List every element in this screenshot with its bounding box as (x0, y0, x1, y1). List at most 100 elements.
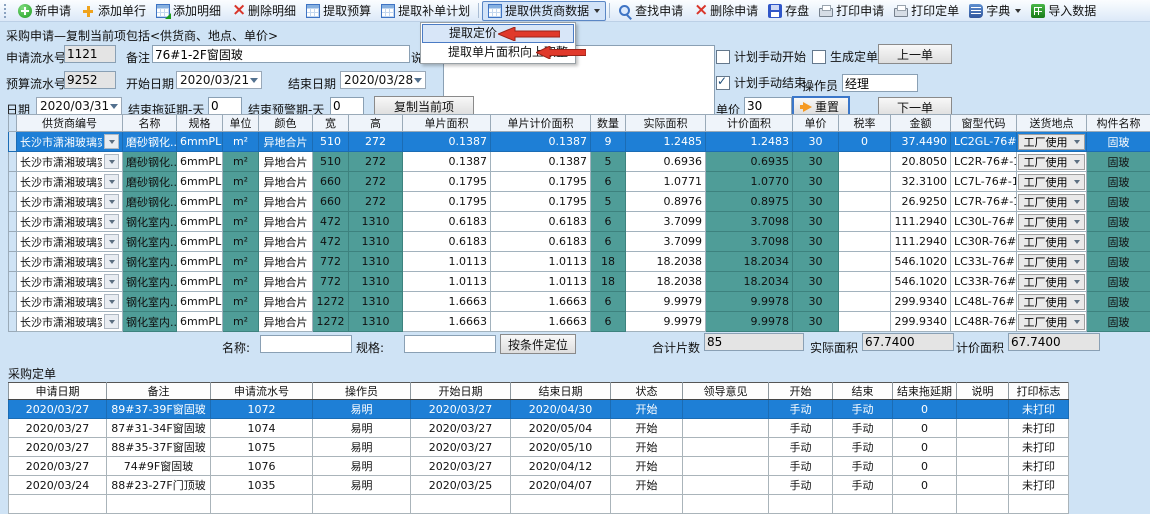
order-cell: 89#37-39F窗固玻 (107, 400, 211, 419)
delivery-location-combo[interactable]: 工厂使用 (1017, 152, 1087, 172)
delivery-location-combo[interactable]: 工厂使用 (1017, 132, 1087, 152)
toolbar-button-extract-budget[interactable]: 提取预算 (301, 1, 376, 21)
generate-order-checkbox[interactable]: 生成定单 (812, 48, 878, 65)
toolbar-button-dictionary[interactable]: 字典 (964, 1, 1026, 21)
row-selector[interactable] (9, 292, 17, 312)
delivery-location-combo[interactable]: 工厂使用 (1017, 312, 1087, 332)
detail-cell: LC33R-76#... (951, 272, 1017, 292)
toolbar-button-import-data[interactable]: 导入数据 (1026, 1, 1101, 21)
toolbar-button-add-detail[interactable]: 添加明细 (151, 1, 226, 21)
row-selector[interactable] (9, 252, 17, 272)
detail-cell: 1.6663 (403, 312, 491, 332)
start-date-combo[interactable]: 2020/03/21 (176, 71, 262, 89)
row-selector[interactable] (9, 272, 17, 292)
copy-current-button[interactable]: 复制当前项 (374, 96, 474, 116)
detail-row[interactable]: 长沙市潇湘玻璃实...磨砂钢化...6mmPLE...m²异地合片5102720… (9, 152, 1150, 172)
supplier-combo[interactable]: 长沙市潇湘玻璃实... (17, 252, 123, 272)
detail-row[interactable]: 长沙市潇湘玻璃实...钢化室内...6mmPLE...m²异地合片7721310… (9, 252, 1150, 272)
supplier-combo[interactable]: 长沙市潇湘玻璃实... (17, 132, 123, 152)
delivery-location-combo[interactable]: 工厂使用 (1017, 172, 1087, 192)
toolbar-button-print-request[interactable]: 打印申请 (814, 1, 889, 21)
detail-cell: 6 (591, 212, 626, 232)
unit-price-field[interactable] (744, 97, 792, 115)
detail-row[interactable]: 长沙市潇湘玻璃实...磨砂钢化...6mmPLE...m²异地合片6602720… (9, 172, 1150, 192)
row-selector[interactable] (9, 172, 17, 192)
supplier-name: 长沙市潇湘玻璃实... (20, 134, 102, 150)
end-delay-field[interactable] (208, 97, 242, 115)
column-header: 结束日期 (511, 383, 611, 400)
toolbar-button-extract-supplement-plan[interactable]: 提取补单计划 (376, 1, 475, 21)
delivery-location-combo[interactable]: 工厂使用 (1017, 292, 1087, 312)
chevron-down-icon (104, 194, 119, 209)
end-warn-field[interactable] (330, 97, 364, 115)
supplier-name: 长沙市潇湘玻璃实... (20, 214, 102, 230)
locate-by-condition-button[interactable]: 按条件定位 (500, 334, 576, 354)
budget-no-field[interactable] (64, 71, 116, 89)
detail-cell: 6mmPLE... (177, 312, 223, 332)
row-selector[interactable] (9, 232, 17, 252)
row-selector[interactable] (9, 132, 17, 152)
supplier-combo[interactable]: 长沙市潇湘玻璃实... (17, 152, 123, 172)
manual-start-checkbox[interactable]: 计划手动开始 (716, 48, 806, 65)
detail-cell: 30 (793, 192, 839, 212)
previous-order-button[interactable]: 上一单 (878, 44, 952, 64)
toolbar-button-extract-supplier-data[interactable]: 提取供货商数据 (482, 1, 606, 21)
detail-cell: 0.1795 (491, 172, 591, 192)
detail-cell: 472 (313, 212, 349, 232)
toolbar-button-delete-detail[interactable]: 删除明细 (226, 1, 301, 21)
operator-field[interactable] (842, 74, 918, 92)
filter-name-input[interactable] (260, 335, 352, 353)
add-row-icon (81, 4, 95, 18)
supplier-combo[interactable]: 长沙市潇湘玻璃实... (17, 292, 123, 312)
delivery-location-combo[interactable]: 工厂使用 (1017, 232, 1087, 252)
detail-row[interactable]: 长沙市潇湘玻璃实...钢化室内...6mmPLE...m²异地合片7721310… (9, 272, 1150, 292)
detail-cell: m² (223, 312, 259, 332)
apply-no-field[interactable] (64, 45, 116, 63)
row-selector[interactable] (9, 192, 17, 212)
toolbar-button-save[interactable]: 存盘 (763, 1, 814, 21)
toolbar-button-new-request[interactable]: 新申请 (13, 1, 76, 21)
toolbar-button-add-row[interactable]: 添加单行 (76, 1, 151, 21)
order-row[interactable] (9, 495, 1069, 514)
order-cell (957, 400, 1009, 419)
supplier-combo[interactable]: 长沙市潇湘玻璃实... (17, 272, 123, 292)
detail-row[interactable]: 长沙市潇湘玻璃实...钢化室内...6mmPLE...m²异地合片4721310… (9, 212, 1150, 232)
toolbar-button-find-request[interactable]: 查找申请 (613, 1, 688, 21)
apply-no-label: 申请流水号 (6, 49, 66, 66)
toolbar-button-delete-request[interactable]: 删除申请 (688, 1, 763, 21)
remark-field[interactable] (152, 45, 410, 63)
supplier-combo[interactable]: 长沙市潇湘玻璃实... (17, 212, 123, 232)
start-date-label: 开始日期 (126, 75, 174, 92)
detail-row[interactable]: 长沙市潇湘玻璃实...钢化室内...6mmPLE...m²异地合片1272131… (9, 312, 1150, 332)
row-selector[interactable] (9, 212, 17, 232)
manual-end-checkbox[interactable]: 计划手动结束 (716, 74, 806, 91)
filter-spec-input[interactable] (404, 335, 496, 353)
delivery-location-combo[interactable]: 工厂使用 (1017, 212, 1087, 232)
detail-row[interactable]: 长沙市潇湘玻璃实...磨砂钢化...6mmPLE...m²异地合片5102720… (9, 132, 1150, 152)
detail-row[interactable]: 长沙市潇湘玻璃实...钢化室内...6mmPLE...m²异地合片1272131… (9, 292, 1150, 312)
detail-cell: 30 (793, 132, 839, 152)
row-selector[interactable] (9, 152, 17, 172)
order-cell (683, 495, 769, 514)
supplier-combo[interactable]: 长沙市潇湘玻璃实... (17, 172, 123, 192)
row-selector[interactable] (9, 312, 17, 332)
detail-row[interactable]: 长沙市潇湘玻璃实...钢化室内...6mmPLE...m²异地合片4721310… (9, 232, 1150, 252)
end-date-combo[interactable]: 2020/03/28 (340, 71, 426, 89)
toolbar-button-print-order[interactable]: 打印定单 (889, 1, 964, 21)
column-header: 操作员 (313, 383, 411, 400)
detail-cell: 6mmPLE... (177, 272, 223, 292)
supplier-combo[interactable]: 长沙市潇湘玻璃实... (17, 312, 123, 332)
detail-cell: 1.2483 (706, 132, 793, 152)
supplier-combo[interactable]: 长沙市潇湘玻璃实... (17, 192, 123, 212)
delivery-location-combo[interactable]: 工厂使用 (1017, 192, 1087, 212)
supplier-combo[interactable]: 长沙市潇湘玻璃实... (17, 232, 123, 252)
detail-row[interactable]: 长沙市潇湘玻璃实...磨砂钢化...6mmPLE...m²异地合片6602720… (9, 192, 1150, 212)
delivery-location-combo[interactable]: 工厂使用 (1017, 252, 1087, 272)
date-combo[interactable]: 2020/03/31 (36, 97, 122, 115)
delivery-location-combo[interactable]: 工厂使用 (1017, 272, 1087, 292)
